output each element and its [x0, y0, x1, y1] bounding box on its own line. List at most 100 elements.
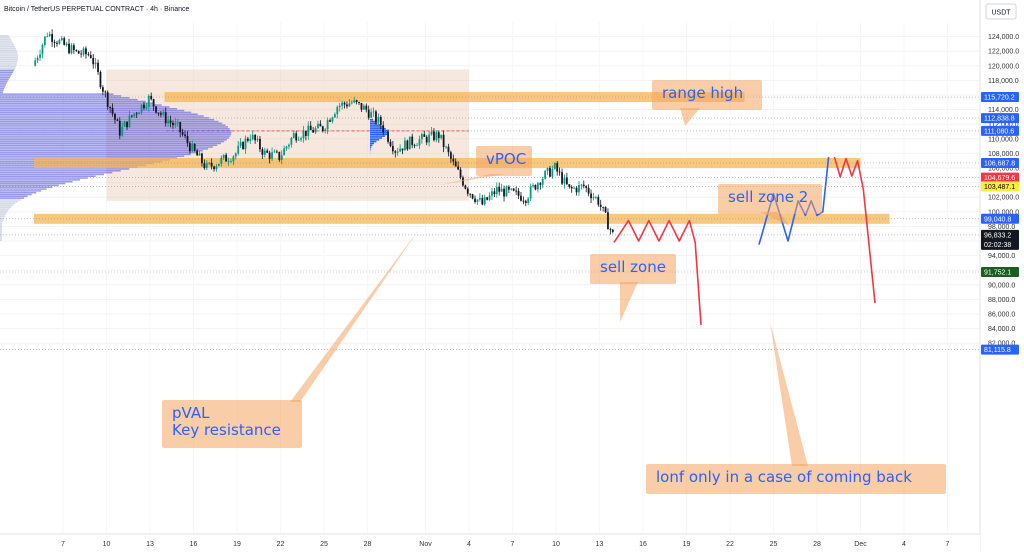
candle-body: [602, 206, 605, 208]
candle-body: [143, 104, 145, 109]
candle-body: [65, 43, 68, 45]
volume-bar: [0, 137, 229, 139]
annotation-pval-text: pVAL: [172, 404, 210, 422]
candle-body: [266, 150, 269, 153]
candle-body: [145, 106, 148, 109]
candle-body: [72, 45, 75, 50]
candle-body: [297, 139, 300, 141]
candle-body: [75, 49, 78, 51]
volume-bar: [0, 89, 4, 92]
candle-body: [459, 169, 462, 178]
price-label: 112,838.8: [981, 113, 1019, 124]
x-tick-label: 10: [552, 541, 560, 548]
candle-body: [213, 166, 215, 170]
volume-bar: [0, 146, 213, 148]
price-label: 115,720.2: [981, 92, 1019, 103]
y-tick-label: 102,000.0: [988, 195, 1019, 202]
candle-body: [578, 185, 580, 193]
candle-body: [295, 133, 298, 141]
annotation-range-high-box: [652, 80, 762, 110]
level-sell-zone: [34, 213, 890, 224]
price-label: 104,679.6: [981, 172, 1019, 183]
session-volume-bar: [370, 142, 375, 145]
currency-badge[interactable]: USDT: [985, 3, 1017, 20]
candle-body: [319, 123, 322, 127]
candle-body: [259, 138, 261, 150]
annotation-sell-zone-text: sell zone: [600, 258, 666, 276]
candle-body: [500, 188, 503, 192]
candle-body: [445, 146, 447, 148]
volume-bar: [0, 76, 10, 79]
candle-body: [292, 133, 295, 138]
volume-bar: [0, 181, 73, 183]
candle-body: [503, 188, 505, 197]
candle-body: [198, 153, 201, 156]
candle-body: [242, 142, 244, 150]
candle-body: [558, 171, 561, 173]
session-volume-bar: [370, 126, 384, 128]
y-tick-label: 118,000.0: [988, 78, 1019, 85]
volume-bar: [0, 87, 5, 90]
price-label-box: [981, 213, 1019, 224]
candle-body: [157, 112, 160, 114]
session-volume-bar: [370, 118, 374, 121]
candle-body: [196, 150, 199, 156]
volume-bar: [0, 199, 21, 201]
volume-bar: [0, 51, 18, 53]
volume-bar: [0, 64, 17, 66]
y-tick-label: 112,000.0: [988, 122, 1019, 129]
price-label-text: 112,838.8: [984, 116, 1015, 123]
volume-bar: [0, 217, 4, 219]
candle-body: [201, 153, 203, 164]
x-tick-label: 13: [596, 541, 604, 548]
candle-body: [464, 185, 467, 189]
annotation-lonf-pointer: [770, 322, 808, 466]
candle-body: [384, 131, 387, 133]
x-tick-label: 7: [946, 541, 950, 548]
candle-body: [317, 123, 319, 129]
price-label: 103,487.1: [981, 181, 1019, 192]
y-tick-label: 114,000.0: [988, 107, 1019, 114]
projection-red-2: [833, 156, 876, 304]
candle-body: [430, 131, 433, 135]
candle-body: [447, 146, 450, 153]
volume-bar: [0, 139, 227, 141]
volume-bar: [0, 182, 66, 185]
volume-bar: [0, 202, 16, 205]
candle-body: [476, 199, 479, 202]
candle-body: [275, 151, 278, 153]
price-label: 111,080.6: [981, 125, 1019, 136]
x-tick-label: 7: [61, 541, 65, 548]
candle-body: [172, 122, 174, 126]
candle-body: [563, 177, 566, 184]
volume-bar: [0, 226, 2, 229]
annotation-vpoc-pointer: [440, 174, 505, 185]
volume-bar: [0, 113, 198, 115]
annotations: range high vPOC sell zone 2 sell zone pVALKe…: [162, 80, 946, 494]
volume-bar: [0, 195, 28, 198]
candle-body: [367, 109, 370, 118]
annotation-pval-pointer: [290, 228, 420, 402]
annotation-vpoc: vPOC: [440, 146, 532, 185]
candle-body: [585, 186, 588, 188]
time-axis[interactable]: 7 10 13 16 19 22 25 28 Nov 4 7 10 13 16 19 22 25 28 Dec 4 7: [0, 533, 980, 552]
candle-body: [493, 191, 496, 195]
annotation-range-high-text: range high: [662, 84, 743, 102]
session-volume-bar: [370, 144, 373, 146]
y-tick-label: 100,000.0: [988, 209, 1019, 216]
candle-body: [48, 34, 51, 37]
candle-body: [97, 62, 99, 73]
price-label: 96,833.2 02:02:38: [981, 229, 1019, 250]
volume-bar: [0, 104, 162, 106]
candle-body: [534, 184, 537, 190]
x-tick-label: 25: [320, 541, 328, 548]
session-volume-bar: [370, 139, 380, 141]
candle-body: [358, 102, 360, 103]
candle-body: [481, 198, 484, 205]
volume-bar: [0, 71, 14, 73]
annotation-lonf-box: [646, 464, 946, 494]
y-tick-label: 108,000.0: [988, 151, 1019, 158]
candle-body: [193, 144, 196, 151]
session-volume-bar: [370, 133, 388, 136]
